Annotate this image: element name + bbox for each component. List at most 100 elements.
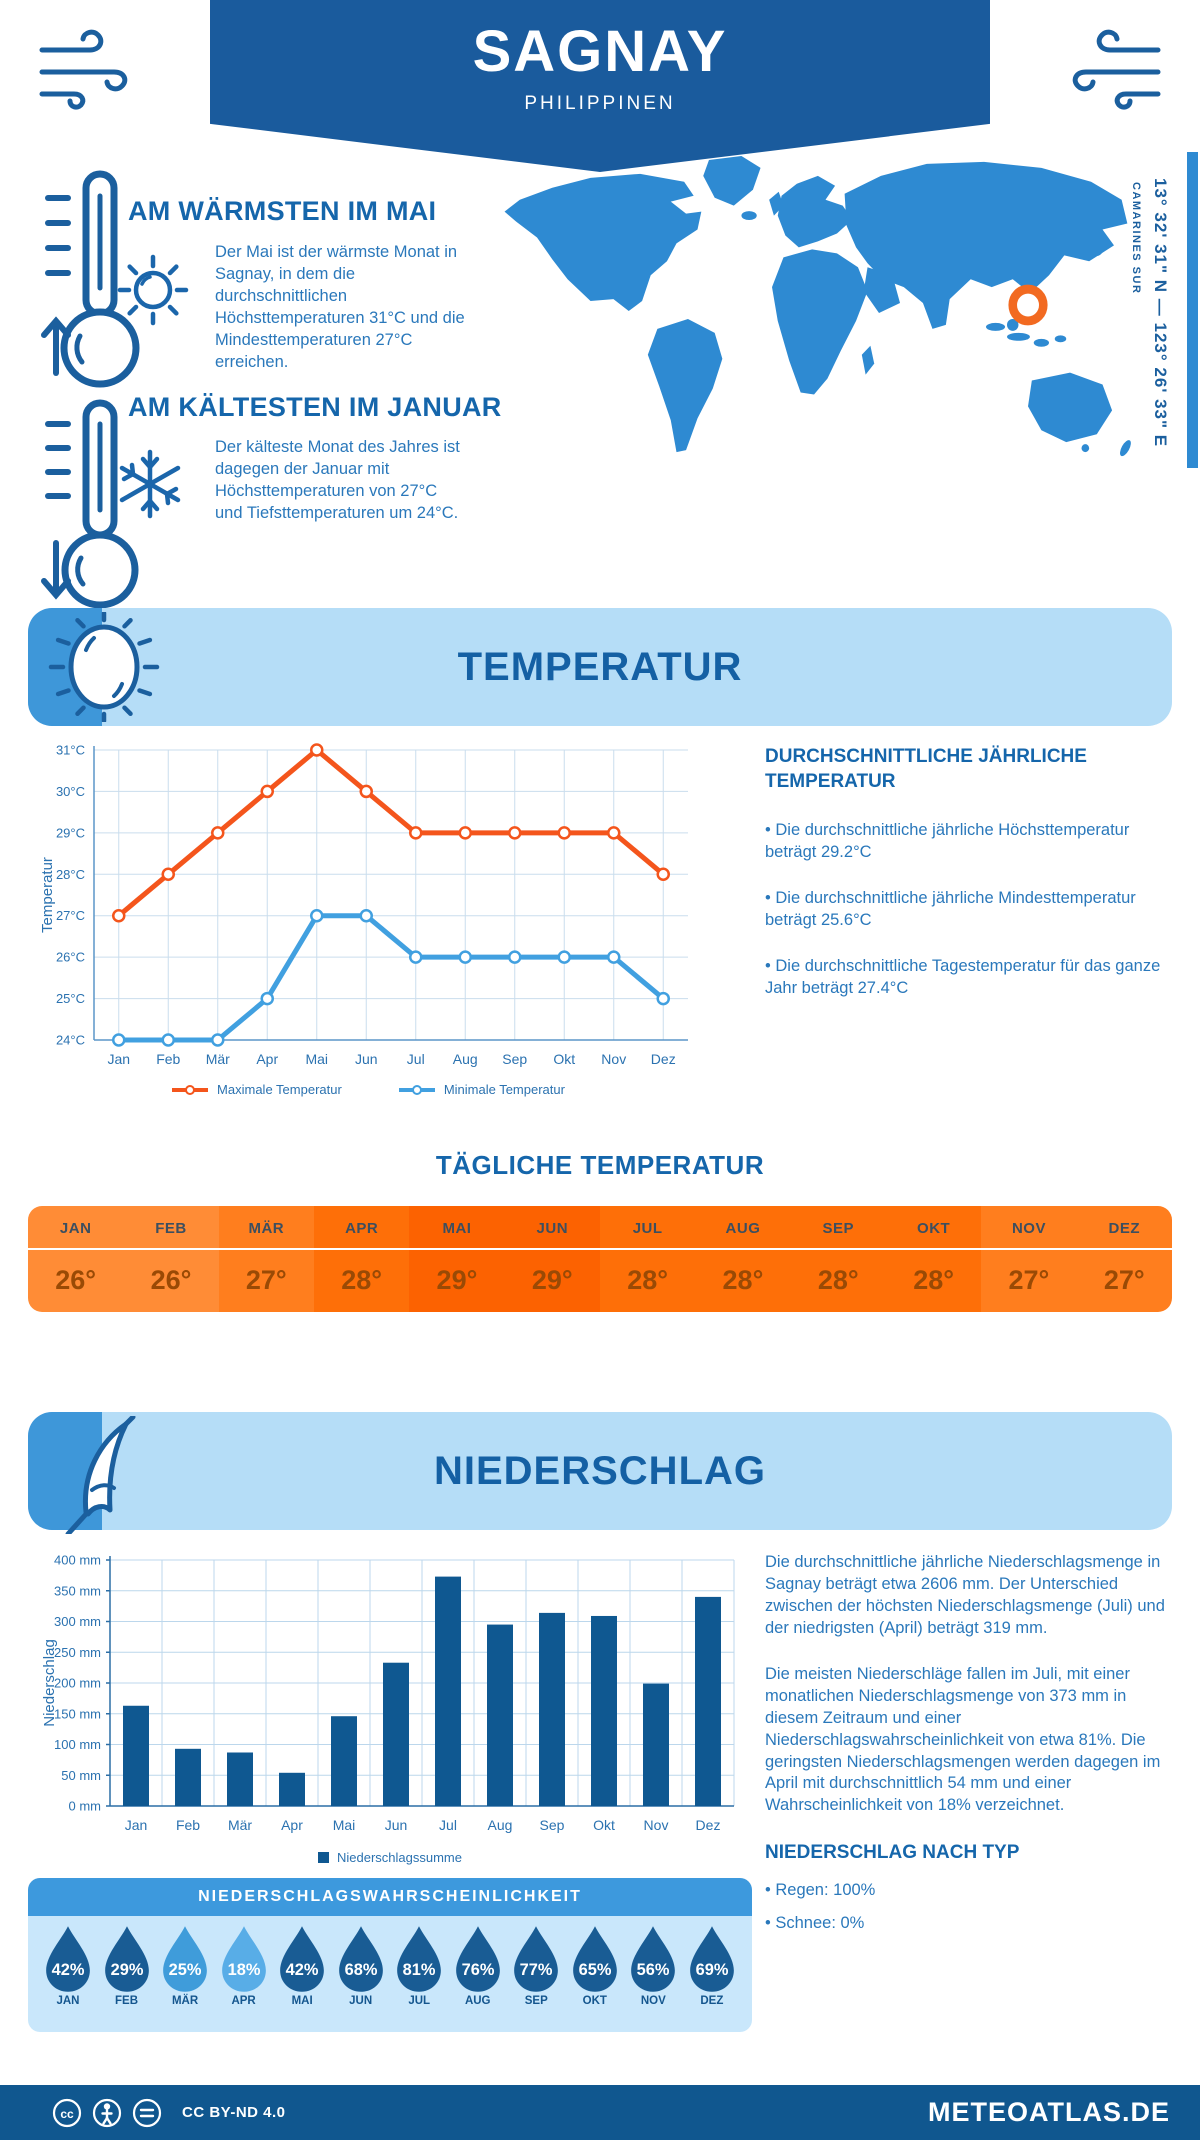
map-edge-stripe bbox=[1187, 152, 1198, 468]
daily-temp-value: 29° bbox=[531, 1265, 573, 1295]
precipitation-probability-title: NIEDERSCHLAGSWAHRSCHEINLICHKEIT bbox=[28, 1878, 752, 1916]
daily-temp-value: 27° bbox=[1103, 1265, 1145, 1295]
svg-text:350 mm: 350 mm bbox=[54, 1583, 101, 1598]
svg-text:Feb: Feb bbox=[156, 1051, 180, 1067]
legend-item: Niederschlagssumme bbox=[318, 1850, 462, 1865]
svg-text:100 mm: 100 mm bbox=[54, 1737, 101, 1752]
temperature-chart-legend: Maximale Temperatur Minimale Temperatur bbox=[38, 1082, 698, 1097]
drop-month-label: OKT bbox=[582, 1995, 607, 2007]
daily-temp-month: AUG bbox=[725, 1220, 761, 1237]
svg-text:Mai: Mai bbox=[305, 1051, 328, 1067]
daily-temp-value: 28° bbox=[722, 1265, 764, 1295]
table-divider bbox=[28, 1248, 124, 1250]
legend-swatch bbox=[318, 1852, 329, 1863]
drop-month-label: MÄR bbox=[171, 1995, 199, 2007]
raindrop-icon: 69% bbox=[689, 1926, 734, 1992]
precipitation-section-title: NIEDERSCHLAG bbox=[433, 1448, 767, 1493]
title-banner: SAGNAY PHILIPPINEN bbox=[210, 0, 990, 172]
table-divider bbox=[695, 1248, 791, 1250]
probability-drops-row: 42% JAN 29% FEB 25% MÄR 18% APR 42% MAI 68% JUN 81% J… bbox=[28, 1916, 752, 2007]
svg-text:Mär: Mär bbox=[206, 1051, 230, 1067]
table-divider bbox=[218, 1248, 314, 1250]
drop-month-label: DEZ bbox=[700, 1995, 724, 2007]
precipitation-type-snow: • Schnee: 0% bbox=[765, 1914, 865, 1933]
svg-text:69%: 69% bbox=[695, 1961, 728, 1979]
daily-temp-value: 29° bbox=[436, 1265, 478, 1295]
daily-temp-month: JUL bbox=[632, 1220, 663, 1237]
svg-text:30°C: 30°C bbox=[56, 784, 85, 799]
svg-text:24°C: 24°C bbox=[56, 1033, 85, 1048]
coldest-heading: AM KÄLTESTEN IM JANUAR bbox=[128, 392, 502, 422]
coordinates-label: 13° 32' 31" N — 123° 26' 33" E bbox=[1151, 178, 1170, 448]
temperature-section-title: TEMPERATUR bbox=[457, 644, 743, 689]
svg-text:Feb: Feb bbox=[176, 1817, 200, 1833]
legend-label: Minimale Temperatur bbox=[443, 1082, 565, 1097]
daily-temp-column: JUN 29° bbox=[504, 1206, 600, 1312]
svg-text:68%: 68% bbox=[344, 1961, 377, 1979]
svg-text:Jun: Jun bbox=[355, 1051, 378, 1067]
daily-temp-value: 28° bbox=[341, 1265, 383, 1295]
svg-text:Dez: Dez bbox=[696, 1817, 721, 1833]
drop-month-label: JUN bbox=[349, 1995, 373, 2007]
raindrop-icon: 68% bbox=[338, 1926, 383, 1992]
page-title: SAGNAY bbox=[472, 19, 728, 84]
precipitation-paragraph: Die durchschnittliche jährliche Niedersc… bbox=[765, 1553, 1165, 1637]
daily-temp-month: JUN bbox=[536, 1220, 569, 1237]
daily-temp-value: 28° bbox=[913, 1265, 955, 1295]
drop-month-label: SEP bbox=[524, 1995, 548, 2007]
table-divider bbox=[790, 1248, 886, 1250]
daily-temp-month: OKT bbox=[917, 1220, 951, 1237]
thermometer-up-icon bbox=[41, 170, 140, 388]
probability-drop: 76% AUG bbox=[450, 1925, 506, 2007]
warmest-heading: AM WÄRMSTEN IM MAI bbox=[128, 196, 437, 226]
svg-text:0 mm: 0 mm bbox=[69, 1799, 102, 1814]
daily-temp-month: JAN bbox=[59, 1220, 92, 1237]
region-label: CAMARINES SUR bbox=[1130, 182, 1142, 295]
legend-label: Niederschlagssumme bbox=[337, 1850, 462, 1865]
probability-drop: 77% SEP bbox=[508, 1925, 564, 2007]
svg-text:25%: 25% bbox=[169, 1961, 202, 1979]
table-divider bbox=[504, 1248, 600, 1250]
raindrop-icon: 76% bbox=[455, 1926, 500, 1992]
legend-label: Maximale Temperatur bbox=[217, 1082, 342, 1097]
probability-drop: 25% MÄR bbox=[157, 1925, 213, 2007]
probability-drop: 42% JAN bbox=[40, 1925, 96, 2007]
wind-icon-right bbox=[1072, 29, 1161, 110]
svg-text:81%: 81% bbox=[403, 1961, 436, 1979]
drop-month-label: FEB bbox=[115, 1995, 139, 2007]
annual-temp-bullet: • Die durchschnittliche jährliche Mindes… bbox=[765, 889, 1136, 930]
daily-temp-column: APR 28° bbox=[313, 1206, 410, 1312]
svg-text:76%: 76% bbox=[461, 1961, 494, 1979]
sun-icon-banner bbox=[48, 612, 160, 722]
svg-text:400 mm: 400 mm bbox=[54, 1553, 101, 1568]
annual-temperature-heading: DURCHSCHNITTLICHE JÄHRLICHE TEMPERATUR bbox=[765, 746, 1087, 792]
daily-temp-column: AUG 28° bbox=[695, 1206, 791, 1312]
probability-drop: 18% APR bbox=[216, 1925, 272, 2007]
svg-text:Dez: Dez bbox=[651, 1051, 676, 1067]
svg-text:29°C: 29°C bbox=[56, 825, 85, 840]
daily-temp-value: 28° bbox=[817, 1265, 859, 1295]
license-label: CC BY-ND 4.0 bbox=[182, 2104, 286, 2121]
daily-temp-column: JAN 26° bbox=[28, 1206, 124, 1312]
precipitation-bar-chart: 0 mm 50 mm 100 mm 150 mm 200 mm 250 mm 300 mm 3… bbox=[41, 1553, 735, 1833]
footer-bar: cc CC BY-ND 4.0 METEOATLAS.DE bbox=[0, 2085, 1200, 2140]
probability-drop: 68% JUN bbox=[333, 1925, 389, 2007]
svg-text:50 mm: 50 mm bbox=[61, 1768, 101, 1783]
svg-text:200 mm: 200 mm bbox=[54, 1676, 101, 1691]
svg-text:77%: 77% bbox=[520, 1961, 553, 1979]
precipitation-section-banner: NIEDERSCHLAG bbox=[28, 1412, 1172, 1530]
daily-temp-value: 26° bbox=[55, 1265, 97, 1295]
svg-text:31°C: 31°C bbox=[56, 743, 85, 758]
raindrop-icon: 77% bbox=[514, 1926, 559, 1992]
svg-text:250 mm: 250 mm bbox=[54, 1645, 101, 1660]
svg-text:18%: 18% bbox=[227, 1961, 260, 1979]
daily-temp-column: OKT 28° bbox=[885, 1206, 982, 1312]
thermometer-down-icon bbox=[41, 399, 139, 609]
temperature-line-chart: 24°C 25°C 26°C 27°C 28°C 29°C 30°C 31°C Jan Feb Mä… bbox=[39, 743, 688, 1067]
svg-text:150 mm: 150 mm bbox=[54, 1706, 101, 1721]
table-divider bbox=[313, 1248, 410, 1250]
daily-temp-column: MAI 29° bbox=[409, 1206, 505, 1312]
daily-temp-column: FEB 26° bbox=[123, 1206, 219, 1312]
svg-text:27°C: 27°C bbox=[56, 908, 85, 923]
svg-text:Jul: Jul bbox=[439, 1817, 457, 1833]
